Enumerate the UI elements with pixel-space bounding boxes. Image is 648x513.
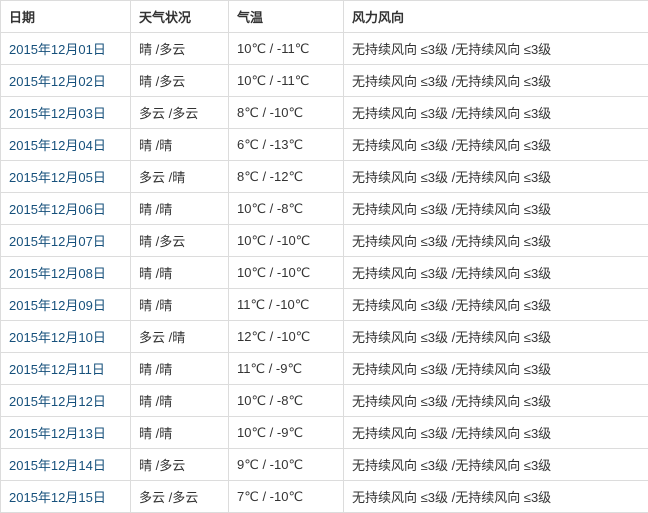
temp-cell: 8℃ / -12℃ bbox=[228, 160, 344, 193]
weather-cell: 晴 /晴 bbox=[130, 128, 229, 161]
wind-cell: 无持续风向 ≤3级 /无持续风向 ≤3级 bbox=[343, 288, 648, 321]
date-cell: 2015年12月07日 bbox=[0, 224, 131, 257]
date-cell: 2015年12月10日 bbox=[0, 320, 131, 353]
table-row: 2015年12月09日 晴 /晴 11℃ / -10℃ 无持续风向 ≤3级 /无持续风… bbox=[0, 288, 648, 321]
date-link[interactable]: 2015年12月15日 bbox=[9, 490, 106, 505]
date-link[interactable]: 2015年12月06日 bbox=[9, 202, 106, 217]
table-row: 2015年12月15日 多云 /多云 7℃ / -10℃ 无持续风向 ≤3级 /无持续… bbox=[0, 480, 648, 513]
column-header-wind: 风力风向 bbox=[343, 0, 648, 33]
date-link[interactable]: 2015年12月11日 bbox=[9, 362, 105, 377]
wind-cell: 无持续风向 ≤3级 /无持续风向 ≤3级 bbox=[343, 384, 648, 417]
weather-cell: 多云 /晴 bbox=[130, 320, 229, 353]
temp-cell: 11℃ / -9℃ bbox=[228, 352, 344, 385]
wind-cell: 无持续风向 ≤3级 /无持续风向 ≤3级 bbox=[343, 320, 648, 353]
weather-cell: 晴 /晴 bbox=[130, 288, 229, 321]
date-cell: 2015年12月04日 bbox=[0, 128, 131, 161]
header-row: 日期 天气状况 气温 风力风向 bbox=[0, 0, 648, 33]
wind-cell: 无持续风向 ≤3级 /无持续风向 ≤3级 bbox=[343, 64, 648, 97]
temp-cell: 10℃ / -11℃ bbox=[228, 32, 344, 65]
date-link[interactable]: 2015年12月12日 bbox=[9, 394, 106, 409]
wind-cell: 无持续风向 ≤3级 /无持续风向 ≤3级 bbox=[343, 224, 648, 257]
weather-cell: 晴 /晴 bbox=[130, 192, 229, 225]
temp-cell: 9℃ / -10℃ bbox=[228, 448, 344, 481]
wind-cell: 无持续风向 ≤3级 /无持续风向 ≤3级 bbox=[343, 352, 648, 385]
table-row: 2015年12月05日 多云 /晴 8℃ / -12℃ 无持续风向 ≤3级 /无持续风… bbox=[0, 160, 648, 193]
wind-cell: 无持续风向 ≤3级 /无持续风向 ≤3级 bbox=[343, 160, 648, 193]
table-row: 2015年12月12日 晴 /晴 10℃ / -8℃ 无持续风向 ≤3级 /无持续风向… bbox=[0, 384, 648, 417]
table-row: 2015年12月02日 晴 /多云 10℃ / -11℃ 无持续风向 ≤3级 /无持续… bbox=[0, 64, 648, 97]
weather-cell: 晴 /晴 bbox=[130, 384, 229, 417]
wind-cell: 无持续风向 ≤3级 /无持续风向 ≤3级 bbox=[343, 256, 648, 289]
wind-cell: 无持续风向 ≤3级 /无持续风向 ≤3级 bbox=[343, 416, 648, 449]
wind-cell: 无持续风向 ≤3级 /无持续风向 ≤3级 bbox=[343, 480, 648, 513]
temp-cell: 11℃ / -10℃ bbox=[228, 288, 344, 321]
date-cell: 2015年12月13日 bbox=[0, 416, 131, 449]
temp-cell: 10℃ / -9℃ bbox=[228, 416, 344, 449]
date-link[interactable]: 2015年12月09日 bbox=[9, 298, 106, 313]
table-row: 2015年12月13日 晴 /晴 10℃ / -9℃ 无持续风向 ≤3级 /无持续风向… bbox=[0, 416, 648, 449]
date-link[interactable]: 2015年12月10日 bbox=[9, 330, 106, 345]
weather-cell: 晴 /多云 bbox=[130, 224, 229, 257]
date-cell: 2015年12月01日 bbox=[0, 32, 131, 65]
table-row: 2015年12月04日 晴 /晴 6℃ / -13℃ 无持续风向 ≤3级 /无持续风向… bbox=[0, 128, 648, 161]
temp-cell: 10℃ / -8℃ bbox=[228, 384, 344, 417]
weather-cell: 晴 /多云 bbox=[130, 448, 229, 481]
wind-cell: 无持续风向 ≤3级 /无持续风向 ≤3级 bbox=[343, 448, 648, 481]
column-header-weather: 天气状况 bbox=[130, 0, 229, 33]
weather-cell: 晴 /晴 bbox=[130, 256, 229, 289]
temp-cell: 8℃ / -10℃ bbox=[228, 96, 344, 129]
date-cell: 2015年12月02日 bbox=[0, 64, 131, 97]
table-row: 2015年12月14日 晴 /多云 9℃ / -10℃ 无持续风向 ≤3级 /无持续风… bbox=[0, 448, 648, 481]
wind-cell: 无持续风向 ≤3级 /无持续风向 ≤3级 bbox=[343, 192, 648, 225]
date-cell: 2015年12月05日 bbox=[0, 160, 131, 193]
temp-cell: 12℃ / -10℃ bbox=[228, 320, 344, 353]
table-row: 2015年12月01日 晴 /多云 10℃ / -11℃ 无持续风向 ≤3级 /无持续… bbox=[0, 32, 648, 65]
weather-cell: 多云 /晴 bbox=[130, 160, 229, 193]
table-row: 2015年12月03日 多云 /多云 8℃ / -10℃ 无持续风向 ≤3级 /无持续… bbox=[0, 96, 648, 129]
wind-cell: 无持续风向 ≤3级 /无持续风向 ≤3级 bbox=[343, 32, 648, 65]
table-header: 日期 天气状况 气温 风力风向 bbox=[0, 0, 648, 33]
date-link[interactable]: 2015年12月04日 bbox=[9, 138, 106, 153]
date-cell: 2015年12月14日 bbox=[0, 448, 131, 481]
date-link[interactable]: 2015年12月05日 bbox=[9, 170, 106, 185]
weather-cell: 晴 /多云 bbox=[130, 32, 229, 65]
weather-table-body: 2015年12月01日晴 /多云 10℃ / -11℃ 无持续风向 ≤3级 /无持续… bbox=[0, 32, 648, 513]
date-cell: 2015年12月15日 bbox=[0, 480, 131, 513]
wind-cell: 无持续风向 ≤3级 /无持续风向 ≤3级 bbox=[343, 128, 648, 161]
date-link[interactable]: 2015年12月08日 bbox=[9, 266, 106, 281]
date-cell: 2015年12月09日 bbox=[0, 288, 131, 321]
date-cell: 2015年12月08日 bbox=[0, 256, 131, 289]
table-row: 2015年12月08日 晴 /晴 10℃ / -10℃ 无持续风向 ≤3级 /无持续风… bbox=[0, 256, 648, 289]
date-cell: 2015年12月12日 bbox=[0, 384, 131, 417]
column-header-date: 日期 bbox=[0, 0, 131, 33]
temp-cell: 7℃ / -10℃ bbox=[228, 480, 344, 513]
table-row: 2015年12月06日 晴 /晴 10℃ / -8℃ 无持续风向 ≤3级 /无持续风向… bbox=[0, 192, 648, 225]
weather-cell: 晴 /晴 bbox=[130, 352, 229, 385]
temp-cell: 10℃ / -11℃ bbox=[228, 64, 344, 97]
table-row: 2015年12月11日 晴 /晴 11℃ / -9℃ 无持续风向 ≤3级 /无持续风向… bbox=[0, 352, 648, 385]
date-link[interactable]: 2015年12月14日 bbox=[9, 458, 106, 473]
table-row: 2015年12月10日 多云 /晴 12℃ / -10℃ 无持续风向 ≤3级 /无持续… bbox=[0, 320, 648, 353]
date-link[interactable]: 2015年12月01日 bbox=[9, 42, 106, 57]
table-row: 2015年12月07日 晴 /多云 10℃ / -10℃ 无持续风向 ≤3级 /无持续… bbox=[0, 224, 648, 257]
weather-cell: 晴 /多云 bbox=[130, 64, 229, 97]
temp-cell: 10℃ / -10℃ bbox=[228, 224, 344, 257]
date-link[interactable]: 2015年12月13日 bbox=[9, 426, 106, 441]
date-link[interactable]: 2015年12月02日 bbox=[9, 74, 106, 89]
weather-cell: 多云 /多云 bbox=[130, 96, 229, 129]
date-link[interactable]: 2015年12月07日 bbox=[9, 234, 106, 249]
temp-cell: 6℃ / -13℃ bbox=[228, 128, 344, 161]
temp-cell: 10℃ / -8℃ bbox=[228, 192, 344, 225]
weather-cell: 多云 /多云 bbox=[130, 480, 229, 513]
date-cell: 2015年12月03日 bbox=[0, 96, 131, 129]
date-cell: 2015年12月11日 bbox=[0, 352, 131, 385]
temp-cell: 10℃ / -10℃ bbox=[228, 256, 344, 289]
date-cell: 2015年12月06日 bbox=[0, 192, 131, 225]
wind-cell: 无持续风向 ≤3级 /无持续风向 ≤3级 bbox=[343, 96, 648, 129]
date-link[interactable]: 2015年12月03日 bbox=[9, 106, 106, 121]
column-header-temp: 气温 bbox=[228, 0, 344, 33]
weather-cell: 晴 /晴 bbox=[130, 416, 229, 449]
